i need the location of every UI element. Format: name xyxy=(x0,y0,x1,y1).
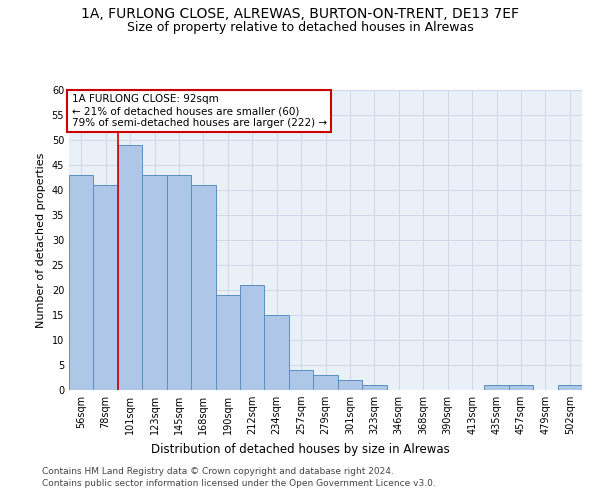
Text: Distribution of detached houses by size in Alrewas: Distribution of detached houses by size … xyxy=(151,442,449,456)
Bar xyxy=(338,380,362,390)
Bar xyxy=(289,370,313,390)
Bar xyxy=(142,175,167,390)
Y-axis label: Number of detached properties: Number of detached properties xyxy=(36,152,46,328)
Text: Contains HM Land Registry data © Crown copyright and database right 2024.: Contains HM Land Registry data © Crown c… xyxy=(42,468,394,476)
Bar xyxy=(557,385,582,390)
Text: 1A, FURLONG CLOSE, ALREWAS, BURTON-ON-TRENT, DE13 7EF: 1A, FURLONG CLOSE, ALREWAS, BURTON-ON-TR… xyxy=(81,8,519,22)
Bar xyxy=(118,145,142,390)
Text: 1A FURLONG CLOSE: 92sqm
← 21% of detached houses are smaller (60)
79% of semi-de: 1A FURLONG CLOSE: 92sqm ← 21% of detache… xyxy=(71,94,326,128)
Bar xyxy=(240,285,265,390)
Bar xyxy=(265,315,289,390)
Bar xyxy=(167,175,191,390)
Bar xyxy=(509,385,533,390)
Text: Contains public sector information licensed under the Open Government Licence v3: Contains public sector information licen… xyxy=(42,479,436,488)
Bar xyxy=(362,385,386,390)
Bar xyxy=(94,185,118,390)
Bar xyxy=(191,185,215,390)
Bar xyxy=(215,295,240,390)
Text: Size of property relative to detached houses in Alrewas: Size of property relative to detached ho… xyxy=(127,21,473,34)
Bar xyxy=(313,375,338,390)
Bar xyxy=(69,175,94,390)
Bar xyxy=(484,385,509,390)
